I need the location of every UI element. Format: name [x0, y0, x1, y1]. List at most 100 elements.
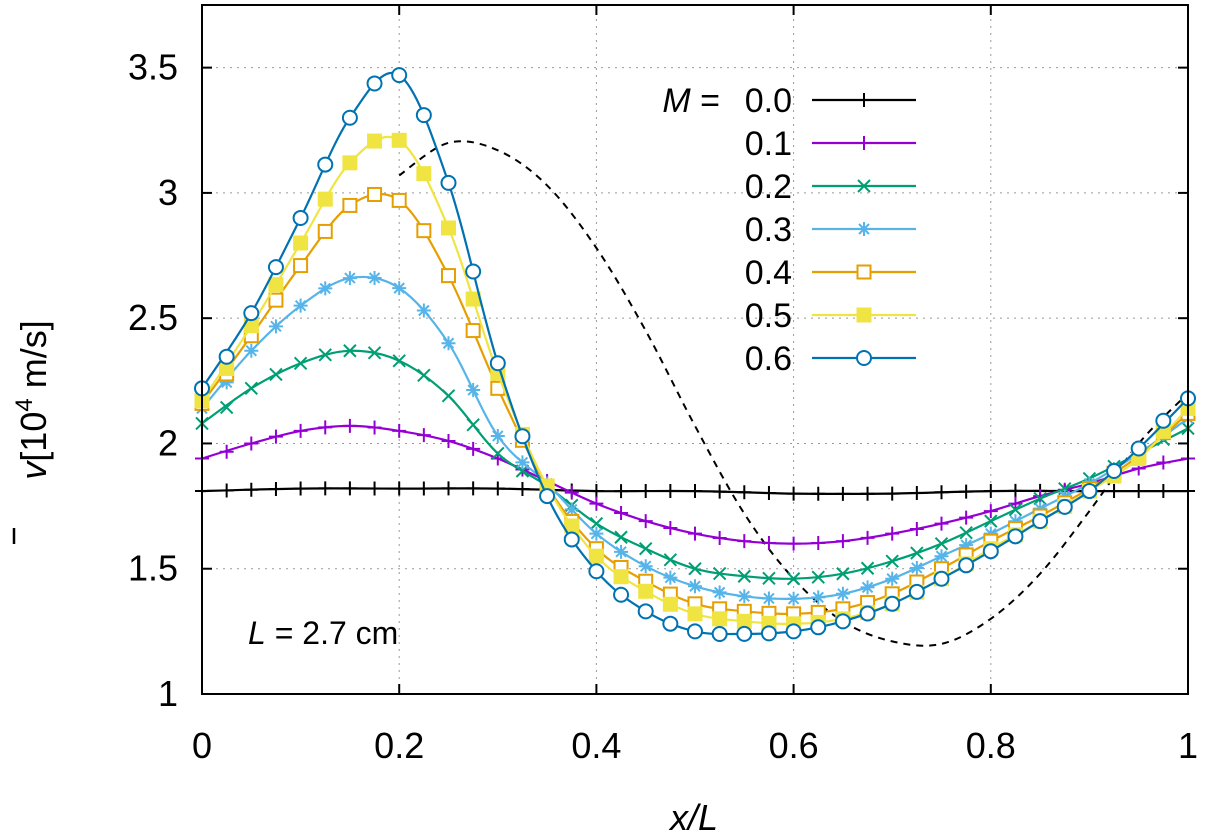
data-point — [860, 530, 875, 545]
data-point — [761, 591, 776, 606]
data-point — [885, 571, 900, 586]
reference-curve — [398, 140, 1189, 647]
x-tick-label: 0.2 — [374, 725, 424, 766]
data-point — [564, 502, 579, 517]
legend-marker — [856, 307, 872, 323]
data-point — [663, 570, 678, 585]
series-line — [201, 275, 1189, 600]
legend-label: 0.3 — [745, 211, 792, 249]
data-point — [244, 482, 259, 497]
data-point — [613, 586, 630, 603]
data-point — [268, 319, 283, 334]
legend-marker — [857, 179, 871, 193]
data-point — [441, 389, 456, 403]
data-point — [637, 603, 654, 620]
data-point — [835, 586, 850, 601]
data-point — [416, 481, 431, 496]
y-axis-unit: m/s] — [13, 320, 54, 398]
data-point — [491, 446, 505, 461]
data-point — [910, 546, 924, 560]
data-point — [737, 485, 752, 500]
data-point — [786, 591, 801, 606]
data-point — [909, 521, 924, 536]
data-point — [392, 423, 407, 438]
data-point — [268, 277, 284, 293]
data-point — [761, 536, 776, 551]
data-point — [318, 348, 332, 362]
data-point — [317, 191, 333, 207]
data-point — [292, 209, 309, 226]
data-point — [318, 481, 333, 496]
data-point — [466, 441, 481, 456]
data-point — [737, 569, 752, 583]
data-point — [909, 560, 924, 575]
data-point — [1156, 484, 1171, 499]
data-point — [786, 486, 801, 501]
data-point — [1008, 496, 1023, 511]
x-tick-label: 0.8 — [966, 725, 1016, 766]
data-point — [810, 619, 827, 636]
legend-item-0.5: 0.5 — [745, 297, 916, 335]
data-point — [711, 626, 728, 643]
data-point — [712, 611, 728, 627]
data-point — [367, 133, 383, 149]
data-point — [736, 625, 753, 642]
data-point — [244, 436, 259, 451]
data-point — [441, 220, 456, 236]
data-point — [392, 354, 406, 368]
data-point — [293, 356, 308, 370]
data-point — [417, 368, 431, 383]
data-point — [984, 514, 998, 528]
data-point — [564, 485, 579, 500]
data-point — [688, 579, 702, 594]
data-point — [638, 583, 654, 599]
data-point — [563, 531, 580, 548]
data-point — [318, 420, 333, 435]
data-point — [589, 484, 604, 499]
data-point — [243, 305, 260, 322]
x-tick-label: 0.4 — [571, 725, 621, 766]
data-point — [860, 486, 875, 501]
data-point — [983, 504, 998, 519]
data-point — [959, 484, 974, 499]
y-tick-label: 2.5 — [128, 297, 178, 338]
data-point — [416, 223, 432, 239]
data-point — [712, 484, 727, 499]
data-point — [835, 486, 850, 501]
legend-label: 0.0 — [745, 82, 792, 120]
data-point — [1008, 502, 1023, 517]
data-point — [391, 132, 407, 148]
data-point — [934, 549, 949, 564]
legend-header: M = — [662, 82, 720, 120]
legend-label: 0.1 — [745, 125, 792, 163]
data-point — [490, 428, 505, 443]
data-point — [392, 481, 407, 496]
data-point — [1033, 501, 1048, 516]
data-point — [490, 481, 505, 496]
legend-item-0.2: 0.2 — [745, 168, 916, 206]
data-point — [416, 166, 432, 182]
data-point — [293, 298, 308, 313]
data-point — [662, 596, 678, 612]
legend-marker — [857, 222, 871, 236]
data-point — [440, 174, 457, 191]
series-0.3 — [195, 270, 1195, 606]
data-point — [688, 484, 702, 499]
data-point — [342, 481, 357, 496]
data-point — [219, 483, 234, 498]
data-point — [688, 562, 702, 576]
data-point — [268, 482, 283, 497]
data-point — [663, 553, 678, 567]
legend-item-0.3: 0.3 — [745, 211, 916, 249]
data-point — [959, 526, 973, 540]
data-point — [908, 583, 925, 600]
length-annotation: L = 2.7 cm — [248, 615, 398, 651]
data-point — [441, 336, 456, 351]
data-point — [859, 605, 876, 622]
data-point — [737, 534, 752, 549]
series-0.0 — [195, 481, 1195, 501]
data-point — [1156, 455, 1171, 470]
data-point — [687, 606, 703, 622]
data-point — [343, 344, 357, 358]
data-point — [811, 570, 825, 584]
